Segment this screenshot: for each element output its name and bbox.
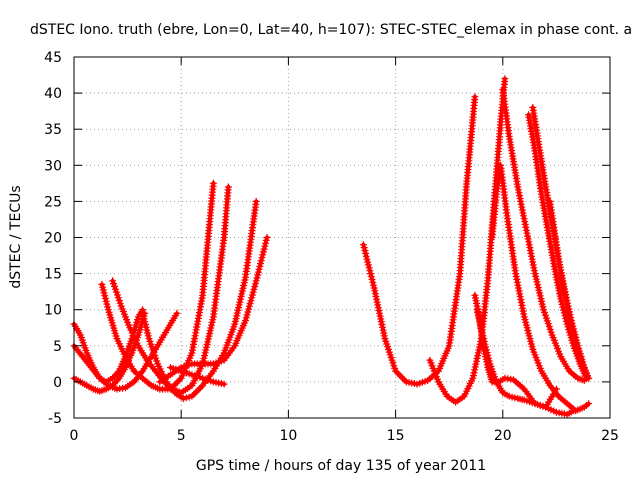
- data-point: [220, 380, 228, 388]
- x-axis-label: GPS time / hours of day 135 of year 2011: [196, 458, 486, 474]
- x-tick-label: 15: [387, 428, 405, 444]
- y-tick-label: 35: [44, 122, 62, 138]
- data-point: [585, 374, 593, 382]
- grid: [74, 57, 610, 418]
- plot-area: [70, 75, 593, 418]
- data-series: [98, 179, 217, 393]
- y-tick-label: 0: [53, 375, 62, 391]
- data-series: [546, 197, 593, 382]
- data-point: [173, 309, 181, 317]
- x-tick-label: 25: [601, 428, 619, 444]
- y-tick-label: 40: [44, 86, 62, 102]
- x-tick-label: 5: [177, 428, 186, 444]
- y-tick-label: 45: [44, 50, 62, 66]
- y-tick-label: 15: [44, 267, 62, 283]
- chart-title: dSTEC Iono. truth (ebre, Lon=0, Lat=40, …: [30, 22, 632, 38]
- data-series: [359, 93, 479, 388]
- y-tick-label: -5: [48, 411, 62, 427]
- data-series: [499, 86, 588, 384]
- data-point: [585, 400, 593, 408]
- data-series: [488, 161, 593, 415]
- y-tick-label: 10: [44, 303, 62, 319]
- axis-ticks: 0 5 10 15 20 25 -5 0 5 10 15 20 25 30 35 40 45: [44, 50, 619, 444]
- data-point: [209, 179, 217, 187]
- data-series: [525, 111, 590, 382]
- x-tick-label: 20: [494, 428, 512, 444]
- y-axis-label: dSTEC / TECUs: [8, 185, 24, 288]
- data-point: [471, 93, 479, 101]
- x-tick-label: 10: [279, 428, 297, 444]
- data-point: [501, 75, 509, 83]
- x-tick-label: 0: [70, 428, 79, 444]
- y-tick-label: 25: [44, 194, 62, 210]
- y-tick-label: 20: [44, 231, 62, 247]
- y-tick-label: 5: [53, 339, 62, 355]
- data-series: [167, 364, 228, 388]
- data-series: [473, 306, 578, 418]
- y-tick-label: 30: [44, 158, 62, 174]
- data-series: [156, 234, 271, 386]
- data-point: [252, 197, 260, 205]
- data-point: [263, 234, 271, 241]
- data-point: [224, 183, 232, 191]
